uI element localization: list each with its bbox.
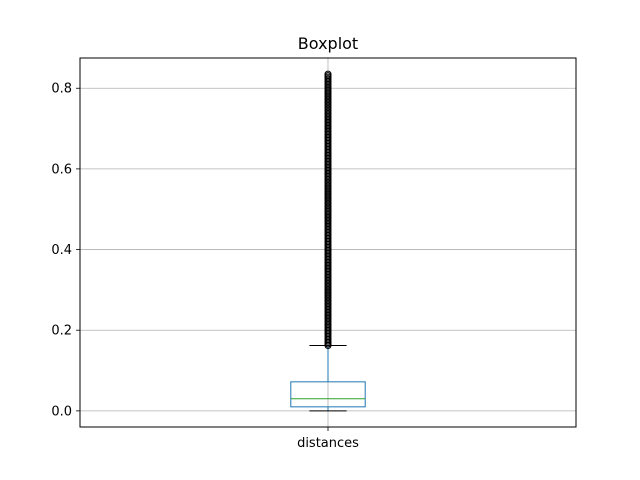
x-axis-ticks: distances	[297, 427, 359, 451]
outlier-markers	[324, 70, 332, 350]
outlier-point	[324, 70, 332, 78]
chart-title: Boxplot	[298, 34, 358, 53]
y-tick-label: 0.4	[51, 243, 72, 258]
iqr-box	[290, 381, 366, 408]
y-tick-label: 0.2	[51, 324, 72, 339]
y-tick-label: 0.8	[51, 82, 72, 97]
plot-area	[290, 70, 366, 412]
y-axis-ticks: 0.0 0.2 0.4 0.6 0.8	[51, 82, 80, 419]
y-tick-label: 0.0	[51, 404, 72, 419]
y-tick-label: 0.6	[51, 162, 72, 177]
x-tick-label: distances	[297, 436, 359, 451]
